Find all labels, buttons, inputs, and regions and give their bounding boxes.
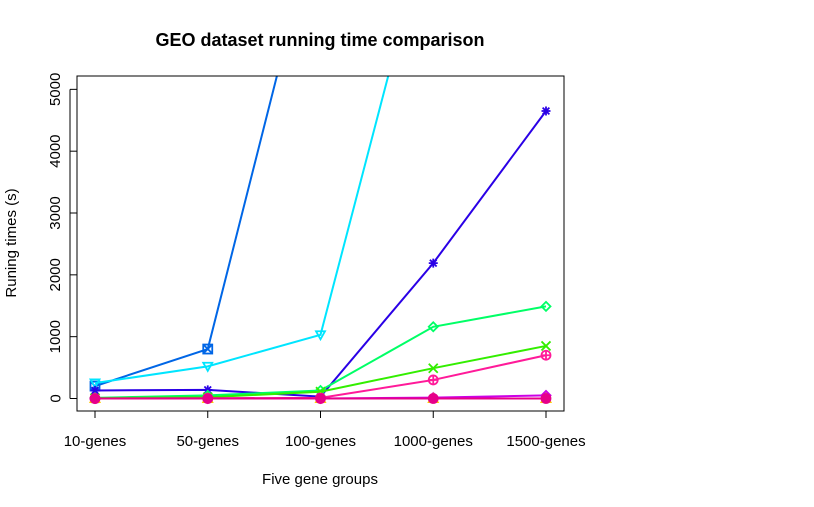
- series-marker: [315, 393, 326, 404]
- series-line: [94, 305, 547, 399]
- x-tick-label: 1000-genes: [394, 433, 473, 450]
- y-tick-label: 1000: [47, 320, 64, 353]
- x-axis-label: Five gene groups: [262, 471, 378, 488]
- series: [89, 393, 552, 404]
- axes: 10-genes 50-genes 100-genes 1000-genes 1500-…: [47, 73, 585, 450]
- x-tick-label: 10-genes: [64, 433, 127, 450]
- chart-title: GEO dataset running time comparison: [155, 30, 484, 50]
- series-marker: [540, 393, 552, 404]
- series-marker: [427, 321, 440, 333]
- series-line: [94, 110, 547, 398]
- series-marker: [314, 330, 327, 342]
- series-marker: [202, 393, 214, 404]
- y-tick-label: 0: [47, 394, 64, 402]
- y-axis-label: Runing times (s): [3, 188, 20, 297]
- series: [90, 106, 551, 402]
- series-marker: [541, 350, 551, 360]
- y-tick-label: 2000: [47, 258, 64, 291]
- series-marker: [428, 258, 438, 268]
- series-marker: [540, 300, 552, 313]
- series-marker: [427, 393, 439, 404]
- y-tick-label: 5000: [47, 73, 64, 106]
- series-marker: [428, 363, 439, 374]
- series: [89, 76, 278, 392]
- series-layer: [88, 76, 553, 405]
- series-marker: [88, 378, 102, 390]
- series-marker: [428, 375, 438, 385]
- series-marker: [202, 343, 214, 355]
- series-line: [94, 76, 390, 385]
- series-marker: [90, 385, 100, 395]
- series-marker: [202, 343, 213, 355]
- x-tick-label: 50-genes: [176, 433, 239, 450]
- series: [88, 76, 390, 390]
- plot-frame: [76, 75, 565, 412]
- x-tick-label: 100-genes: [285, 433, 356, 450]
- series: [89, 300, 552, 404]
- series-marker: [541, 106, 551, 116]
- series-marker: [89, 393, 101, 404]
- y-tick-label: 3000: [47, 196, 64, 229]
- series-marker: [540, 340, 552, 352]
- y-tick-label: 4000: [47, 134, 64, 167]
- x-tick-label: 1500-genes: [506, 433, 585, 450]
- series-line: [94, 76, 278, 388]
- series-marker: [201, 361, 214, 373]
